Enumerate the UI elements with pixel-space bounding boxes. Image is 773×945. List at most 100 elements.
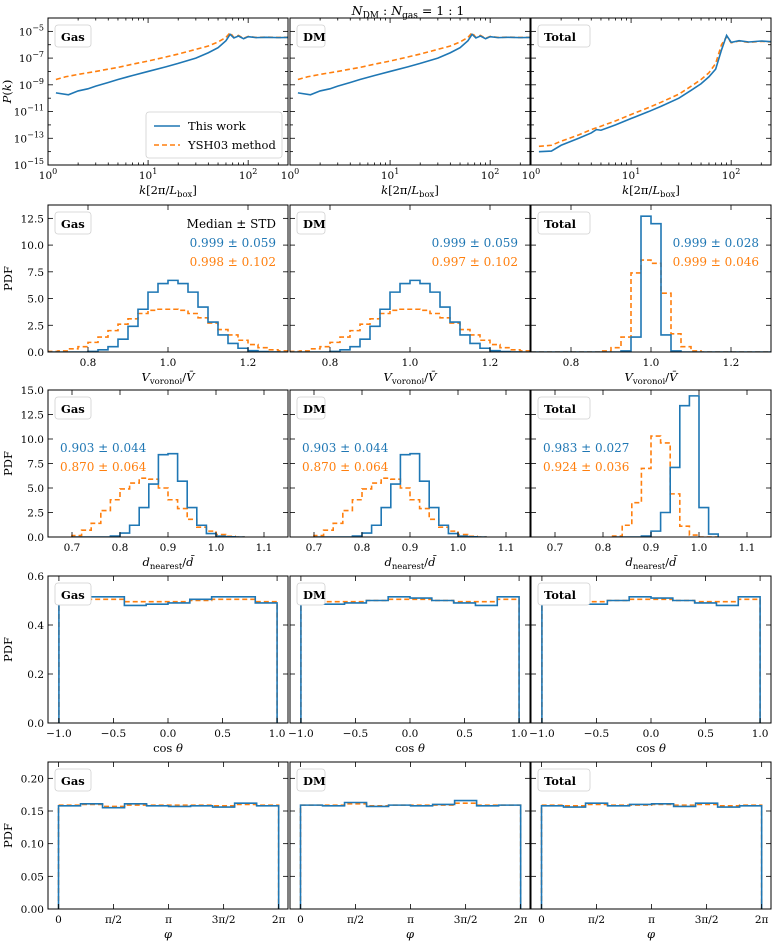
x-tick-label: 1.1 [256, 542, 273, 554]
series-this-work [540, 802, 763, 909]
x-axis-label: Vvoronoi/V̄ [142, 370, 197, 387]
x-ticks: 100 101 102 [281, 18, 521, 182]
panel-label-box [537, 582, 591, 606]
panel-nearest-distance-dm: 0.7 0.8 0.9 1.0 1.1 dnearest/d̄ DM 0.903 ± 0.04… [289, 389, 531, 572]
x-tick-label: 0.9 [402, 542, 419, 554]
title-sub1: DM [363, 11, 379, 21]
y-tick-label: 0.20 [21, 773, 44, 785]
x-tick-label: 101 [622, 167, 640, 182]
stats: 0.903 ± 0.044 0.870 ± 0.064 [302, 441, 389, 474]
title-rest: = 1 : 1 [418, 3, 464, 18]
panel-voronoi-volume-dm: 0.8 1.0 1.2 Vvoronoi/V̄ DM 0.999 ± 0.059 0.997… [289, 204, 531, 387]
series-this-work [300, 596, 520, 723]
x-ticks: 0 π/2 π 3π/2 2π [297, 762, 528, 926]
series-ysh03-method [71, 477, 245, 537]
panel-phi-gas: 0 π/2 π 3π/2 2π φ 0.00 0.05 0.10 0.15 0.20 Gas [21, 761, 289, 941]
x-tick-label: 0.5 [456, 728, 473, 740]
x-tick-label: 3π/2 [695, 914, 719, 926]
x-tick-label: 0.0 [160, 728, 177, 740]
x-ticks: −1.0 −0.5 0.0 0.5 1.0 [46, 576, 285, 740]
x-tick-label: 1.0 [402, 357, 419, 369]
y-axis-label: PDF [1, 451, 15, 476]
x-tick-label: −1.0 [46, 728, 72, 740]
x-ticks: 0.8 1.0 1.2 [563, 205, 739, 369]
series-ysh03-method [55, 31, 288, 81]
panel-label: DM [303, 30, 326, 44]
series-ysh03-method [313, 477, 487, 537]
y-ticks [290, 217, 530, 353]
x-tick-label: 1.1 [498, 542, 515, 554]
x-tick-label: 1.0 [160, 357, 177, 369]
series-this-work [55, 33, 288, 96]
x-tick-label: 100 [522, 167, 540, 182]
y-tick-label: 10−15 [14, 157, 44, 172]
panel-label-box [296, 768, 326, 792]
x-axis-label: dnearest/d̄ [384, 555, 437, 572]
panel-label: Total [544, 774, 577, 788]
x-ticks: 0.7 0.8 0.9 1.0 1.1 [547, 390, 756, 554]
y-axis-label: P(k) [0, 80, 14, 105]
y-tick-label: 5.0 [27, 294, 44, 306]
y-ticks [531, 575, 771, 724]
stat-ysh03: 0.998 ± 0.102 [190, 255, 276, 269]
panel-phi-dm: 0 π/2 π 3π/2 2π φ DM [289, 761, 531, 941]
x-axis-label: k[2π/Lbox] [622, 183, 680, 200]
x-tick-label: 1.0 [450, 542, 467, 554]
x-ticks: 0.7 0.8 0.9 1.0 1.1 [64, 390, 273, 554]
y-tick-label: 10.0 [21, 240, 44, 252]
axes-frame [47, 761, 289, 910]
x-axis-label: Vvoronoi/V̄ [625, 370, 680, 387]
y-tick-label: 0.05 [21, 871, 44, 883]
panel-label-box [54, 768, 92, 792]
y-ticks [531, 17, 771, 166]
panel-label: Gas [61, 774, 85, 788]
y-ticks: 0.0 2.5 5.0 7.5 10.0 12.5 [21, 213, 288, 359]
x-tick-label: 0.9 [643, 542, 660, 554]
y-tick-label: 0.00 [21, 904, 44, 916]
y-ticks [290, 389, 530, 538]
x-tick-label: 101 [139, 167, 157, 182]
x-tick-label: 1.1 [739, 542, 756, 554]
x-tick-label: 102 [722, 167, 740, 182]
x-tick-label: −0.5 [343, 728, 369, 740]
y-ticks [531, 777, 771, 910]
x-axis-label: cos θ [153, 741, 183, 755]
stat-this-work: 0.999 ± 0.059 [432, 236, 518, 250]
x-tick-label: 0.0 [643, 728, 660, 740]
panel-label-box [54, 396, 92, 420]
y-tick-label: 2.5 [27, 508, 44, 520]
x-ticks: 0.7 0.8 0.9 1.0 1.1 [306, 390, 515, 554]
x-ticks: −1.0 −0.5 0.0 0.5 1.0 [529, 576, 768, 740]
stat-ysh03: 0.924 ± 0.036 [543, 460, 629, 474]
series-this-work [541, 596, 761, 723]
y-axis-label: PDF [1, 823, 15, 848]
series-group [48, 279, 288, 352]
panel-label-box [296, 582, 326, 606]
x-ticks: 0.8 1.0 1.2 [80, 205, 257, 369]
panel-label-box [54, 582, 92, 606]
x-tick-label: 100 [281, 167, 299, 182]
x-ticks: 0.8 1.0 1.2 [322, 205, 498, 369]
series-ysh03-method [531, 259, 771, 352]
x-tick-label: 1.2 [240, 357, 257, 369]
panel-label: DM [303, 588, 326, 602]
panel-label-box [54, 24, 92, 48]
x-ticks: 0 π/2 π 3π/2 2π [55, 762, 286, 926]
x-tick-label: π [407, 914, 414, 926]
x-tick-label: 0 [297, 914, 304, 926]
x-tick-label: 2π [514, 914, 528, 926]
series-this-work [297, 33, 530, 96]
series-ysh03-method [538, 35, 771, 148]
y-tick-label: 12.5 [21, 213, 44, 225]
legend-ysh03-label: YSH03 method [187, 138, 276, 152]
stats: Median ± STD 0.999 ± 0.059 0.998 ± 0.102 [187, 217, 276, 269]
stat-this-work: 0.903 ± 0.044 [302, 441, 389, 455]
x-tick-label: 2π [272, 914, 286, 926]
x-tick-label: 0.8 [563, 357, 580, 369]
series-group [300, 596, 520, 723]
x-tick-label: 1.0 [511, 728, 528, 740]
panel-label-box [296, 211, 326, 235]
panel-label: DM [303, 217, 326, 231]
panel-label: DM [303, 774, 326, 788]
